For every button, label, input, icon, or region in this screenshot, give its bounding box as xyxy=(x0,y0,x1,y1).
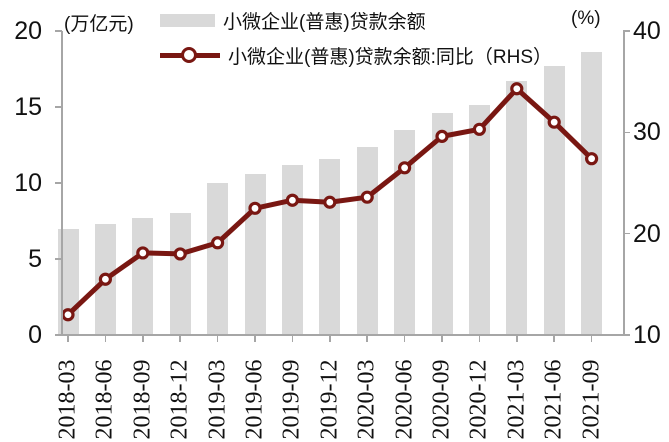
legend-line-label: 小微企业(普惠)贷款余额:同比（RHS） xyxy=(228,46,553,68)
yoy-line-series xyxy=(61,82,599,322)
x-axis-tick-2019-09 xyxy=(291,335,294,342)
right-axis-label-20: 20 xyxy=(633,219,661,248)
yoy-marker-2021-09 xyxy=(584,152,599,166)
right-axis-unit-label: (%) xyxy=(571,8,601,29)
yoy-marker-2018-06 xyxy=(98,272,113,286)
x-axis-label-2021-09: 2021-09 xyxy=(578,359,605,440)
left-axis-label-0: 0 xyxy=(28,321,42,349)
x-axis-tick-2021-03 xyxy=(516,335,518,342)
right-axis-tick-30 xyxy=(623,131,630,134)
x-axis-tick-2018-06 xyxy=(104,335,107,342)
yoy-marker-2020-06 xyxy=(398,161,412,175)
x-axis-label-2018-03: 2018-03 xyxy=(54,359,81,440)
right-axis-label-10: 10 xyxy=(633,321,661,349)
left-axis-label-20: 20 xyxy=(14,17,42,45)
yoy-marker-2018-03 xyxy=(61,308,75,322)
yoy-marker-2020-03 xyxy=(360,190,374,204)
legend-line-marker-icon xyxy=(181,47,197,63)
x-axis-label-2020-12: 2020-12 xyxy=(465,359,492,440)
legend-item-balance: 小微企业(普惠)贷款余额 xyxy=(160,8,426,33)
right-axis-tick-20 xyxy=(623,232,630,235)
x-axis-tick-2020-06 xyxy=(403,335,406,342)
bottom-axis-spine xyxy=(61,334,625,336)
left-axis-label-10: 10 xyxy=(14,169,42,197)
yoy-marker-2018-09 xyxy=(136,246,150,260)
left-axis-label-15: 15 xyxy=(14,93,42,121)
x-axis-tick-2018-09 xyxy=(142,335,144,342)
bar-2018-12 xyxy=(169,213,191,335)
x-axis-tick-2020-03 xyxy=(366,335,368,342)
left-axis-tick-20 xyxy=(55,30,62,32)
x-axis-label-2020-06: 2020-06 xyxy=(391,359,418,440)
yoy-marker-2020-09 xyxy=(435,129,449,143)
left-axis-tick-0 xyxy=(55,334,62,336)
legend-bar-label: 小微企业(普惠)贷款余额 xyxy=(223,11,426,33)
x-axis-label-2019-06: 2019-06 xyxy=(241,359,268,440)
x-axis-label-2018-06: 2018-06 xyxy=(91,359,118,440)
x-axis-label-2020-09: 2020-09 xyxy=(428,359,455,440)
left-axis-tick-10 xyxy=(55,182,62,184)
x-axis-tick-2019-03 xyxy=(216,335,219,342)
bar-2021-03 xyxy=(506,81,528,335)
left-axis-tick-15 xyxy=(55,106,62,108)
yoy-marker-2019-09 xyxy=(285,193,299,207)
x-axis-label-2019-09: 2019-09 xyxy=(278,359,305,440)
yoy-marker-2019-06 xyxy=(248,201,262,215)
x-axis-tick-2020-09 xyxy=(441,335,443,342)
yoy-marker-2018-12 xyxy=(173,247,187,261)
x-axis-label-2020-03: 2020-03 xyxy=(353,359,380,440)
left-axis-label-5: 5 xyxy=(28,245,42,273)
left-axis-tick-5 xyxy=(55,258,62,260)
bar-2020-06 xyxy=(394,129,416,335)
x-axis-tick-2018-12 xyxy=(179,335,181,342)
legend-bar-swatch xyxy=(160,13,215,27)
x-axis-tick-2019-12 xyxy=(329,335,331,342)
x-axis-tick-2020-12 xyxy=(478,335,481,342)
right-axis-tick-40 xyxy=(623,30,630,32)
right-axis-spine xyxy=(623,31,625,335)
yoy-marker-2021-06 xyxy=(547,115,561,129)
yoy-marker-2019-03 xyxy=(211,236,225,250)
bar-2019-03 xyxy=(207,183,229,335)
bar-2019-09 xyxy=(281,164,303,335)
right-axis-label-30: 30 xyxy=(633,118,661,147)
x-axis-label-2018-09: 2018-09 xyxy=(129,359,156,440)
x-axis-label-2021-03: 2021-03 xyxy=(503,359,530,440)
x-axis-tick-2021-09 xyxy=(590,335,593,342)
bar-2020-09 xyxy=(431,113,453,335)
x-axis-label-2021-06: 2021-06 xyxy=(540,359,567,440)
legend-item-yoy: 小微企业(普惠)贷款余额:同比（RHS） xyxy=(160,43,553,68)
plot-area xyxy=(57,31,623,335)
bar-2018-09 xyxy=(132,217,154,335)
x-axis-tick-2019-06 xyxy=(254,335,256,342)
left-axis-unit-label: (万亿元) xyxy=(64,14,134,35)
x-axis-label-2019-03: 2019-03 xyxy=(204,359,231,440)
right-axis-label-40: 40 xyxy=(633,17,661,45)
bar-2020-12 xyxy=(468,105,490,335)
x-axis-tick-2018-03 xyxy=(67,335,69,342)
legend-line-swatch xyxy=(160,45,220,65)
x-axis-label-2019-12: 2019-12 xyxy=(316,359,343,440)
bar-2021-06 xyxy=(543,65,565,335)
yoy-marker-2020-12 xyxy=(472,122,486,136)
x-axis-tick-2021-06 xyxy=(553,335,555,342)
right-axis-tick-10 xyxy=(623,334,630,336)
bar-2021-09 xyxy=(581,52,603,335)
yoy-marker-2021-03 xyxy=(510,82,524,96)
yoy-marker-2019-12 xyxy=(323,195,337,209)
x-axis-label-2018-12: 2018-12 xyxy=(166,359,193,440)
